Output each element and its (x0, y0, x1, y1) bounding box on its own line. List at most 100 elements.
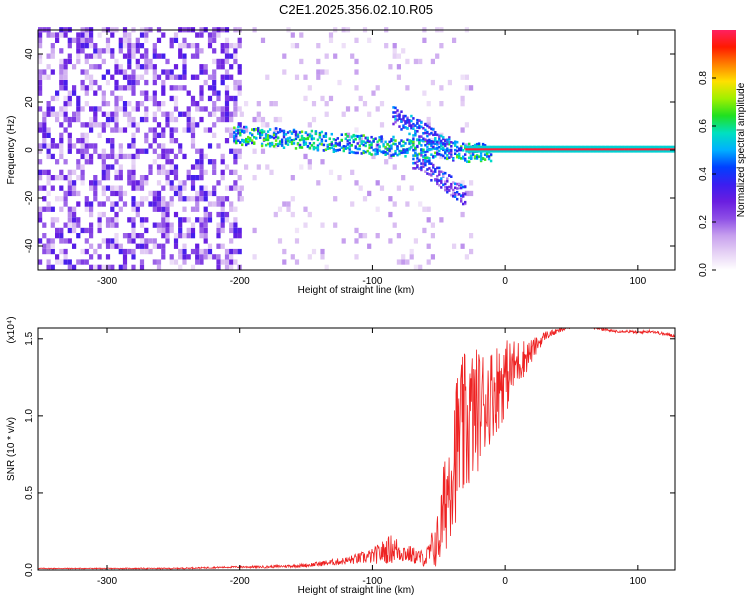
spectrogram-cell (396, 64, 401, 70)
spectrogram-cell (600, 150, 603, 153)
spectrogram-cell (207, 95, 213, 102)
spectrogram-cell (338, 143, 341, 147)
spectrogram-cell (237, 90, 242, 96)
spectrogram-cell (93, 122, 98, 128)
spectrogram-cell (537, 145, 539, 149)
spectrogram-cell (632, 150, 635, 153)
spectrogram-cell (404, 142, 407, 145)
spectrogram-cell (195, 243, 200, 249)
spectrogram-cell (444, 151, 447, 154)
spectrogram-cell (412, 137, 415, 140)
spectrogram-cell (156, 180, 162, 186)
spectrogram-cell (320, 222, 325, 228)
snr-y-tick-label: 1.5 (24, 331, 35, 345)
spectrogram-cell (110, 116, 115, 123)
spectrogram-cell (507, 147, 510, 151)
spectrogram-cell (76, 95, 81, 102)
spectrogram-cell (394, 118, 397, 121)
spectrogram-cell (152, 259, 157, 265)
spectrogram-cell (542, 147, 544, 151)
spectrogram-cell (558, 147, 560, 151)
spectrogram-cell (623, 147, 625, 151)
spectrogram-cell (481, 147, 483, 151)
spectrogram-cell (139, 248, 145, 255)
spectrogram-cell (89, 122, 94, 128)
spectrogram-cell (144, 227, 149, 234)
spectrogram-cell (97, 217, 102, 223)
spectrogram-cell (479, 152, 483, 155)
spectrogram-cell (352, 151, 355, 154)
spectrogram-cell (570, 150, 572, 153)
spectrogram-cell (152, 222, 157, 228)
spectrogram-cell (135, 58, 140, 65)
spectrogram-cell (114, 101, 119, 107)
spectrogram-cell (610, 150, 612, 153)
spectrogram-cell (114, 201, 119, 207)
spectrogram-cell (422, 148, 425, 152)
spectrogram-cell (161, 111, 166, 117)
spectrogram-cell (264, 138, 268, 142)
spectrogram-cell (514, 150, 517, 153)
spectrogram-cell (447, 79, 452, 86)
spectrogram-cell (255, 137, 258, 140)
spectrogram-cell (438, 139, 441, 143)
spectrogram-cell (152, 48, 157, 54)
spectrogram-cell (669, 147, 672, 151)
spectrogram-cell (426, 145, 429, 149)
spectrogram-cell (290, 254, 295, 260)
spectrogram-cell (510, 147, 513, 151)
spectrogram-cell (229, 169, 234, 175)
spectrogram-cell (548, 147, 551, 151)
spectrogram-cell (375, 180, 380, 186)
spectrogram-cell (80, 143, 85, 149)
spectrogram-cell (418, 58, 423, 65)
spectrogram-cell (110, 190, 115, 197)
spectrogram-cell (587, 147, 590, 151)
spectrogram-cell (311, 116, 317, 123)
spectrogram-cell (105, 169, 111, 175)
spectrogram-cell (89, 116, 94, 123)
spectrogram-cell (135, 79, 140, 86)
spectrogram-cell (350, 53, 355, 59)
spectrogram-cell (169, 111, 174, 117)
spectrogram-cell (416, 157, 419, 160)
spectrogram-cell (229, 201, 234, 207)
spectrogram-cell (645, 150, 648, 153)
spectrogram-cell (481, 142, 485, 146)
spectrogram-cell (38, 43, 43, 49)
spectrogram-cell (364, 141, 367, 145)
spectrogram-cell (667, 147, 669, 151)
spectrogram-cell (46, 206, 51, 212)
spectrogram-cell (310, 129, 314, 133)
spectrogram-cell (350, 136, 353, 139)
spectrogram-cell (169, 227, 174, 234)
spectrogram-cell (235, 140, 238, 143)
spectrogram-cell (182, 64, 187, 70)
spectrogram-cell (182, 53, 187, 59)
spectrogram-cell (286, 143, 290, 146)
spectrogram-cell (203, 222, 208, 228)
spectrogram-cell (320, 159, 325, 165)
spectrogram-cell (233, 58, 238, 65)
spectrogram-cell (190, 196, 196, 202)
spectrogram-cell (63, 74, 68, 80)
spectrogram-cell (182, 127, 187, 133)
spectrogram-cell (156, 259, 162, 265)
spectrogram-cell (358, 95, 363, 102)
spectrogram-cell (510, 150, 513, 153)
spectrogram-cell (537, 150, 539, 153)
spectrogram-cell (276, 136, 280, 139)
spectrogram-cell (446, 147, 449, 150)
spectrogram-cell (656, 145, 659, 149)
spectrogram-cell (224, 196, 230, 202)
spectrogram-cell (156, 53, 162, 59)
spectrogram-cell (67, 58, 72, 65)
spectrogram-cell (558, 145, 560, 149)
spectrogram-cell (354, 85, 359, 91)
spectrogram-cell (178, 248, 183, 255)
spectrogram-cell (114, 111, 119, 117)
spectrogram-cell (322, 143, 326, 147)
spectrogram-cell (135, 201, 140, 207)
spectrogram-cell (288, 136, 292, 140)
spectrogram-cell (460, 146, 463, 150)
